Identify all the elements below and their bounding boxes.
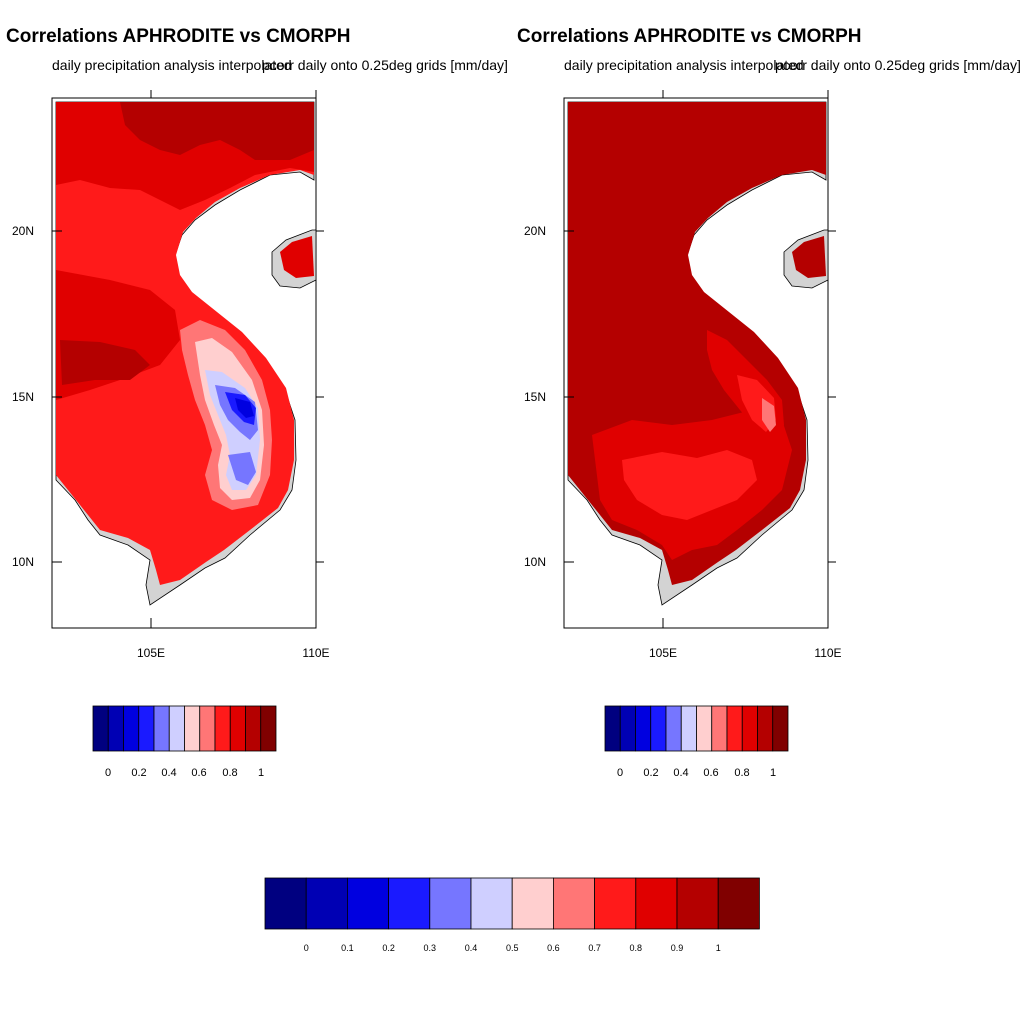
colorbar-label: 0.2 (382, 943, 395, 953)
right-map: 105E 110E 10N 15N 20N (524, 90, 842, 660)
colorbar-swatch (604, 705, 621, 752)
panel-subtitle-prefix: pcorr daily (262, 57, 331, 73)
colorbar-swatch (305, 877, 348, 930)
panel-subtitle-right: pcorr daily onto 0.25deg grids [mm/day] (262, 57, 508, 73)
colorbar-swatch (214, 705, 231, 752)
colorbar-swatch (741, 705, 758, 752)
left-map: 105E 110E 10N 15N 20N (12, 90, 330, 660)
panel-subtitle-suffix: onto 0.25deg grids [mm/day] (330, 57, 508, 73)
colorbar-swatch (470, 877, 513, 930)
colorbar-swatch (676, 877, 719, 930)
colorbar-swatch (680, 705, 697, 752)
island-field (280, 236, 314, 278)
panel-title: Correlations APHRODITE vs CMORPH (6, 26, 351, 47)
colorbar-swatches (92, 705, 277, 752)
colorbar-labels: 0 0.1 0.2 0.3 0.4 0.5 0.6 0.7 0.8 0.9 1 (304, 943, 721, 953)
field-level-03-south (228, 452, 256, 485)
colorbar-label: 0 (105, 767, 111, 779)
colorbar-swatch (184, 705, 201, 752)
colorbar-swatch (123, 705, 140, 752)
axis-ticks (52, 90, 324, 628)
colorbar-swatch (429, 877, 472, 930)
x-tick-label-110e: 110E (302, 646, 329, 660)
colorbar-label: 0.3 (424, 943, 437, 953)
colorbar-swatch (107, 705, 124, 752)
colorbar-label: 0.2 (643, 767, 658, 779)
colorbar-label: 0.7 (588, 943, 601, 953)
colorbar-swatch (717, 877, 760, 930)
colorbar-label: 1 (716, 943, 721, 953)
colorbar-swatch (696, 705, 713, 752)
colorbar-label: 0 (304, 943, 309, 953)
y-tick-label-20n: 20N (12, 224, 34, 238)
field-level-08-south (622, 450, 757, 520)
colorbar-swatch (635, 705, 652, 752)
colorbar-swatch (619, 705, 636, 752)
colorbar-label: 1 (770, 767, 776, 779)
colorbar-swatch (650, 705, 667, 752)
colorbar-swatch (711, 705, 728, 752)
shared-colorbar: 0 0.1 0.2 0.3 0.4 0.5 0.6 0.7 0.8 0.9 1 (264, 877, 760, 953)
colorbar-swatch (229, 705, 246, 752)
colorbar-label: 0.6 (703, 767, 718, 779)
x-tick-label-105e: 105E (137, 646, 165, 660)
colorbar-swatch (726, 705, 743, 752)
colorbar-swatch (92, 705, 109, 752)
y-tick-label-15n: 15N (524, 390, 546, 404)
colorbar-swatch (665, 705, 682, 752)
colorbar-label: 0.2 (131, 767, 146, 779)
y-tick-label-10n: 10N (12, 555, 34, 569)
colorbar-label: 0.6 (191, 767, 206, 779)
y-tick-label-15n: 15N (12, 390, 34, 404)
colorbar-label: 0.4 (161, 767, 176, 779)
field-level-07 (762, 398, 776, 432)
colorbar-label: 0.9 (671, 943, 684, 953)
field-level-01 (235, 398, 254, 418)
colorbar-swatch (757, 705, 774, 752)
colorbar-swatch (153, 705, 170, 752)
panel-subtitle-left: daily precipitation analysis interpolate… (564, 57, 804, 73)
colorbar-swatch (264, 877, 307, 930)
colorbar-label: 0.8 (222, 767, 237, 779)
colorbar-label: 0.4 (465, 943, 478, 953)
colorbar-swatches (264, 877, 760, 930)
colorbar-label: 0.5 (506, 943, 519, 953)
panel-subtitle-suffix: onto 0.25deg grids [mm/day] (843, 57, 1021, 73)
y-tick-label-20n: 20N (524, 224, 546, 238)
colorbar-swatch (388, 877, 431, 930)
y-tick-label-10n: 10N (524, 555, 546, 569)
colorbar-label: 0.6 (547, 943, 560, 953)
x-tick-label-110e: 110E (814, 646, 841, 660)
colorbar-swatch (772, 705, 789, 752)
panel-subtitle-right: pcorr daily onto 0.25deg grids [mm/day] (775, 57, 1021, 73)
island-field (792, 236, 826, 278)
colorbar-swatch (552, 877, 595, 930)
left-colorbar: 0 0.2 0.4 0.6 0.8 1 (92, 705, 277, 779)
colorbar-swatch (511, 877, 554, 930)
colorbar-label: 0.4 (673, 767, 688, 779)
colorbar-swatch (594, 877, 637, 930)
x-tick-label-105e: 105E (649, 646, 677, 660)
panel-title: Correlations APHRODITE vs CMORPH (517, 26, 862, 47)
panel-subtitle-prefix: pcorr daily (775, 57, 844, 73)
colorbar-label: 0.8 (734, 767, 749, 779)
colorbar-swatches (604, 705, 789, 752)
colorbar-swatch (199, 705, 216, 752)
colorbar-swatch (245, 705, 262, 752)
field-level-1-mid (60, 340, 150, 385)
colorbar-swatch (168, 705, 185, 752)
colorbar-label: 1 (258, 767, 264, 779)
right-colorbar: 0 0.2 0.4 0.6 0.8 1 (604, 705, 789, 779)
axis-ticks (564, 90, 836, 628)
colorbar-swatch (635, 877, 678, 930)
colorbar-swatch (260, 705, 277, 752)
field-level-1-north (120, 102, 314, 160)
colorbar-swatch (347, 877, 390, 930)
colorbar-label: 0.8 (630, 943, 643, 953)
colorbar-label: 0.1 (341, 943, 354, 953)
panel-subtitle-left: daily precipitation analysis interpolate… (52, 57, 292, 73)
colorbar-swatch (138, 705, 155, 752)
colorbar-label: 0 (617, 767, 623, 779)
